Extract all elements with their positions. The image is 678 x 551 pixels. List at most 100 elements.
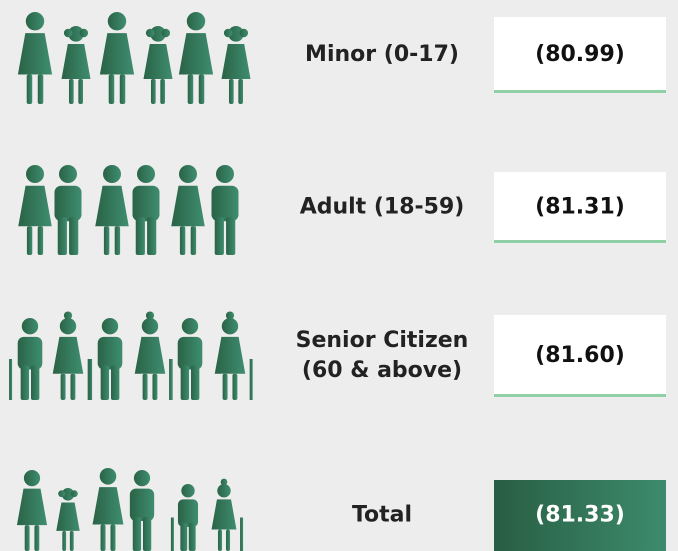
value-box (494, 17, 666, 93)
row-label: (60 & above) (302, 358, 462, 383)
row-value: (81.60) (535, 343, 625, 368)
leg (37, 74, 44, 104)
head (59, 165, 77, 183)
value-box-underline (494, 90, 666, 93)
leg (226, 217, 236, 255)
head (137, 165, 155, 183)
leg (238, 79, 244, 104)
leg (214, 217, 224, 255)
row-value: (81.31) (535, 195, 625, 220)
cane (89, 359, 93, 400)
head (133, 470, 151, 487)
head (181, 484, 195, 498)
leg (180, 522, 188, 551)
value-box (494, 315, 666, 397)
row-label: Total (352, 503, 412, 528)
leg (20, 365, 30, 400)
bun (145, 311, 155, 320)
leg (60, 373, 66, 400)
row-label: Senior Citizen (296, 328, 469, 353)
leg (62, 530, 67, 551)
value-box (494, 172, 666, 243)
dress (99, 33, 135, 75)
dress (92, 487, 124, 525)
leg (69, 217, 79, 255)
woman-icon (99, 12, 135, 104)
old-man-icon (89, 318, 123, 400)
total-box (494, 480, 666, 551)
hair (70, 490, 78, 498)
hair (145, 28, 155, 38)
woman-icon (95, 165, 129, 255)
old-woman-icon (214, 311, 253, 400)
leg (119, 74, 126, 104)
man-icon (54, 165, 82, 255)
head (21, 318, 39, 335)
torso (132, 185, 160, 222)
girl-icon (61, 26, 91, 104)
dress (18, 185, 52, 227)
cane (9, 359, 13, 400)
leg (142, 516, 152, 551)
dress (171, 185, 205, 227)
leg (34, 525, 40, 551)
head (61, 488, 75, 501)
cane (240, 517, 244, 551)
torso (177, 499, 199, 527)
head (99, 468, 117, 485)
leg (232, 373, 238, 400)
leg (190, 226, 197, 255)
row-value: (81.33) (535, 503, 625, 528)
leg (190, 365, 200, 400)
hair (239, 28, 249, 38)
old-man-icon (170, 484, 199, 551)
dress (17, 33, 53, 75)
dress (95, 185, 129, 227)
hair (223, 28, 233, 38)
woman-icon (171, 165, 205, 255)
bun (63, 311, 73, 320)
icons (9, 12, 253, 551)
torso (211, 185, 239, 222)
girl-icon (56, 488, 80, 551)
leg (152, 373, 158, 400)
woman-icon (17, 12, 53, 104)
leg (222, 373, 228, 400)
torso (129, 488, 155, 521)
leg (198, 74, 205, 104)
leg (147, 217, 157, 255)
leg (78, 79, 84, 104)
leg (217, 529, 222, 551)
head (186, 12, 206, 31)
cane (170, 517, 174, 551)
torso (177, 336, 203, 370)
leg (226, 529, 231, 551)
leg (187, 74, 194, 104)
old-woman-icon (52, 311, 91, 400)
old-man-icon (169, 318, 203, 400)
dress (52, 336, 84, 374)
leg (114, 226, 121, 255)
leg (26, 226, 33, 255)
woman-icon (16, 470, 48, 551)
leg (57, 217, 67, 255)
leg (180, 365, 190, 400)
leg (188, 522, 196, 551)
leg (228, 79, 234, 104)
head (101, 318, 119, 335)
bun (220, 478, 228, 486)
leg (24, 525, 30, 551)
leg (100, 365, 110, 400)
dress (143, 43, 173, 80)
woman-icon (92, 468, 124, 551)
dress (61, 43, 91, 80)
leg (100, 524, 106, 551)
leg (30, 365, 40, 400)
bun (225, 311, 235, 320)
head (179, 165, 197, 183)
old-woman-icon (211, 478, 244, 551)
head (23, 470, 41, 487)
value-box-underline (494, 394, 666, 397)
